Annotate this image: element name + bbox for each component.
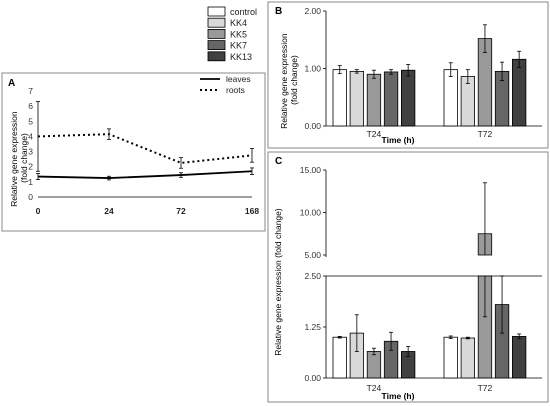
panel-b-bar-kk4 — [460, 76, 476, 127]
panel-b-bar-control — [443, 69, 458, 127]
panel-a-letter: A — [8, 78, 15, 89]
panel-c: C Relative gene expression (fold change)… — [267, 151, 549, 403]
panel-b-ytick-label: 2.00 — [304, 6, 321, 16]
panel-a-xtick-label: 24 — [104, 206, 114, 216]
panel-b-category-label: T72 — [478, 129, 493, 139]
panel-a-ytick-label: 3 — [28, 147, 33, 157]
panel-a-ytick-label: 2 — [28, 162, 33, 172]
panel-b-bar-kk7 — [383, 71, 399, 127]
panel-b-bar-kk5 — [366, 73, 382, 127]
panel-b-letter: B — [275, 6, 282, 17]
panel-c-ytick-label: 5.00 — [304, 250, 321, 260]
panel-b-category-label: T24 — [367, 129, 382, 139]
panel-b-xlabel: Time (h) — [382, 135, 415, 145]
panel-b-frame — [267, 1, 549, 149]
panel-b-ytick-label: 0.00 — [304, 121, 321, 131]
panel-a-xtick-label: 168 — [245, 206, 259, 216]
panel-a-ytick-label: 4 — [28, 131, 33, 141]
panel-c-bar-kk4 — [460, 337, 476, 379]
panel-c-xlabel: Time (h) — [382, 391, 415, 401]
panel-c-bar-kk13 — [512, 335, 527, 379]
panel-a: A Relative gene expression (fold change)… — [1, 72, 266, 232]
legend-swatch-kk7 — [207, 40, 226, 50]
panel-c-letter: C — [275, 156, 282, 167]
panel-a-line-roots — [37, 133, 253, 164]
panel-c-bar-control — [443, 336, 458, 379]
panel-c-ytick-label: 10.00 — [300, 208, 322, 218]
panel-a-xtick-label: 72 — [176, 206, 186, 216]
legend-label-kk5: KK5 — [230, 29, 247, 39]
panel-c-ytick-label: 2.50 — [304, 271, 321, 281]
panel-c-ylabel: Relative gene expression (fold change) — [273, 208, 283, 356]
panel-b: B Relative gene expression (fold change)… — [267, 1, 549, 149]
panel-a-legend-roots-label: roots — [226, 85, 245, 95]
panel-b-bar-kk4 — [349, 70, 365, 127]
panel-b-bar-kk13 — [400, 69, 416, 127]
panel-a-ylabel: Relative gene expression (fold change) — [9, 109, 29, 207]
panel-b-bar-control — [332, 69, 347, 127]
panel-c-category-label: T24 — [367, 383, 382, 393]
panel-a-ytick-label: 5 — [28, 116, 33, 126]
panel-a-ytick-label: 1 — [28, 177, 33, 187]
panel-a-frame — [1, 72, 266, 232]
panel-c-bar-control — [332, 336, 347, 379]
panel-a-ytick-label: 0 — [28, 192, 33, 202]
panel-b-ylabel: Relative gene expression (fold change) — [279, 31, 299, 129]
legend-label-control: control — [230, 7, 257, 17]
legend-swatch-control — [207, 6, 226, 17]
panel-a-ytick-label: 7 — [28, 86, 33, 96]
panel-c-ytick-label: 1.25 — [304, 322, 321, 332]
legend-label-kk13: KK13 — [230, 52, 252, 62]
legend-swatch-kk5 — [207, 28, 226, 39]
legend-swatch-kk4 — [207, 17, 226, 28]
legend-swatch-kk13 — [207, 51, 226, 62]
panel-a-ytick-label: 6 — [28, 101, 33, 111]
panel-a-line-leaves — [37, 170, 253, 179]
legend-label-kk4: KK4 — [230, 18, 247, 28]
panel-b-bar-kk13 — [512, 58, 527, 127]
panel-c-ytick-label: 15.00 — [300, 165, 322, 175]
panel-c-frame — [267, 151, 549, 403]
panel-c-bar-kk5 — [366, 351, 382, 379]
panel-a-legend-leaves-label: leaves — [226, 74, 251, 84]
legend-label-kk7: KK7 — [230, 41, 247, 51]
panel-c-category-label: T72 — [478, 383, 493, 393]
panel-c-ytick-label: 0.00 — [304, 373, 321, 383]
panel-b-ytick-label: 1.00 — [304, 64, 321, 74]
panel-a-xtick-label: 0 — [36, 206, 41, 216]
